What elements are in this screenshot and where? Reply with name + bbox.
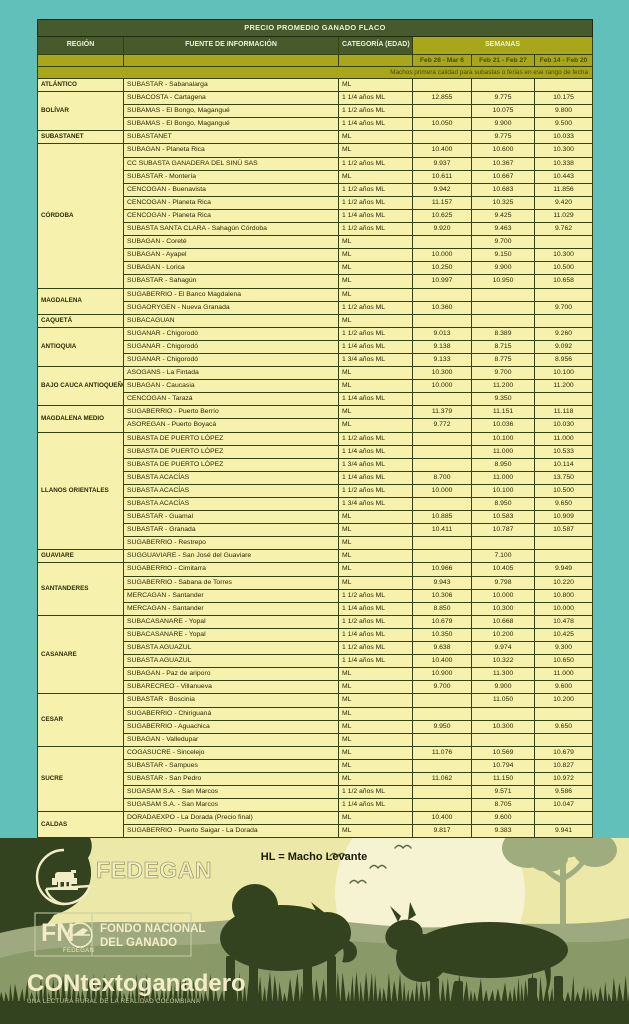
svg-text:HL = Macho Levante: HL = Macho Levante (261, 851, 367, 863)
svg-text:FONDO NACIONAL: FONDO NACIONAL (100, 923, 205, 935)
svg-text:CONtextoganadero: CONtextoganadero (27, 970, 246, 997)
svg-text:FN: FN (41, 919, 74, 947)
svg-text:FEDEGAN: FEDEGAN (63, 948, 94, 954)
svg-text:UNA LECTURA RURAL DE LA REALID: UNA LECTURA RURAL DE LA REALIDAD COLOMBI… (27, 998, 201, 1005)
svg-text:DEL GANADO: DEL GANADO (100, 937, 177, 949)
svg-text:FEDEGAN: FEDEGAN (96, 857, 212, 883)
